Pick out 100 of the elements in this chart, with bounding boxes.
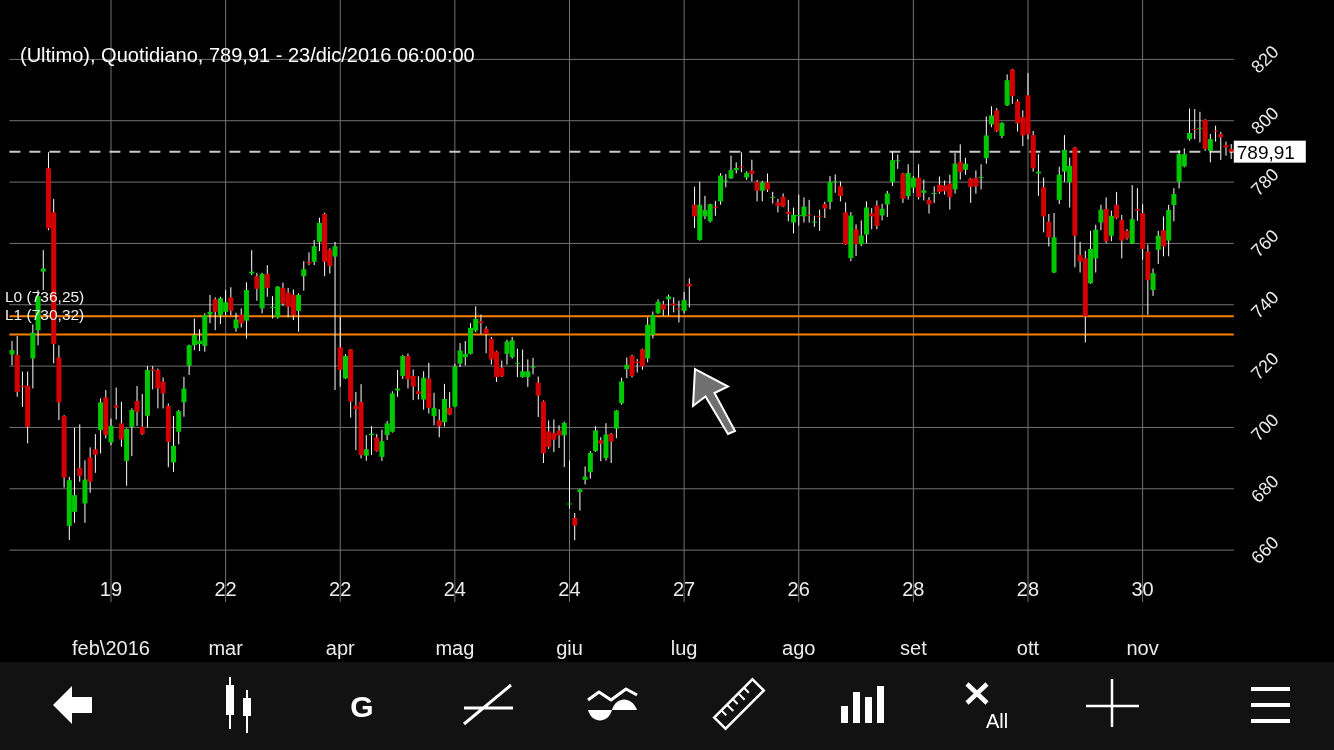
y-tick-label: 680 xyxy=(1247,471,1283,507)
candlestick xyxy=(296,292,302,333)
candlestick xyxy=(254,272,260,302)
y-tick-label: 760 xyxy=(1247,225,1283,262)
y-tick-label: 660 xyxy=(1247,532,1283,568)
candlestick xyxy=(1150,268,1156,297)
candlestick xyxy=(567,460,572,510)
candlestick xyxy=(806,199,812,224)
candlestick xyxy=(92,433,98,474)
category-label: 19 feb\2016 xyxy=(72,578,150,659)
candlestick xyxy=(421,370,427,411)
y-tick-label: 740 xyxy=(1247,287,1283,323)
category-label: 28 set xyxy=(900,578,927,659)
candlestick xyxy=(817,209,823,232)
candlestick xyxy=(233,312,239,333)
candlestick xyxy=(478,314,484,335)
candlestick xyxy=(1192,108,1198,140)
y-tick-label: 720 xyxy=(1247,348,1283,384)
candlestick xyxy=(1114,191,1120,220)
candlestick xyxy=(395,369,401,398)
category-label: 22 mar xyxy=(208,578,243,659)
candlestick xyxy=(1108,210,1114,242)
candlestick xyxy=(759,180,765,202)
candlestick xyxy=(483,326,489,354)
y-tick-label: 820 xyxy=(1247,41,1283,78)
ref-line-label: 789,91 xyxy=(1236,141,1295,163)
category-label: 28 ott xyxy=(1016,578,1040,659)
candlestick xyxy=(968,177,974,204)
candlestick xyxy=(791,207,797,234)
candlestick xyxy=(118,401,124,448)
category-label: 27 lug xyxy=(670,578,698,659)
candlestick xyxy=(613,409,619,439)
candlestick xyxy=(619,377,625,406)
candlestick xyxy=(853,223,859,257)
candlestick xyxy=(82,459,88,524)
candlestick xyxy=(832,173,838,194)
candlestick xyxy=(785,199,791,222)
candlestick xyxy=(916,163,922,201)
candlestick xyxy=(535,376,541,418)
candlestick xyxy=(415,375,421,401)
candlestick xyxy=(1207,133,1213,163)
candlestick xyxy=(624,357,630,379)
candlestick xyxy=(603,422,609,462)
candlestick xyxy=(108,418,114,446)
text: (Ultimo), Quotidiano, 789,91 - 23/dic/2016 06:00:00 xyxy=(20,44,475,66)
candlestick xyxy=(332,241,338,391)
candlestick xyxy=(931,185,937,204)
candlestick xyxy=(994,107,1000,133)
candlestick xyxy=(400,354,406,380)
candlestick xyxy=(608,432,614,464)
candlestick xyxy=(692,186,698,229)
candlestick xyxy=(176,409,182,445)
candlestick xyxy=(379,429,385,462)
candlestick xyxy=(681,291,687,314)
candlestick xyxy=(754,179,760,202)
candlestick xyxy=(989,105,995,128)
candlestick xyxy=(186,344,192,376)
candlestick xyxy=(316,217,322,252)
candlestick xyxy=(1046,213,1052,247)
text: All xyxy=(986,710,1009,732)
candlestick xyxy=(770,191,776,205)
category-label: 22 apr xyxy=(325,578,355,659)
candlestick xyxy=(9,340,15,366)
candlestick xyxy=(738,151,744,173)
candlestick xyxy=(983,115,989,165)
candlestick xyxy=(1160,215,1166,257)
category-label: 24 giu xyxy=(556,578,583,659)
candlestick xyxy=(957,143,963,181)
candlestick xyxy=(40,249,46,291)
candlestick xyxy=(1098,204,1104,231)
candlestick xyxy=(1171,187,1177,222)
candlestick xyxy=(1197,111,1203,143)
candlestick xyxy=(858,219,864,247)
category-label: 30 nov xyxy=(1126,578,1159,659)
candlestick xyxy=(431,392,437,426)
candlestick xyxy=(311,239,317,266)
candlestick xyxy=(530,357,536,375)
candlestick xyxy=(134,385,140,427)
y-tick-label: 780 xyxy=(1247,164,1283,200)
candlestick xyxy=(1119,214,1125,259)
candlestick xyxy=(890,150,896,187)
candlestick xyxy=(363,434,369,462)
candlestick xyxy=(1155,230,1161,265)
candlestick xyxy=(1015,98,1021,132)
candlestick xyxy=(171,415,177,473)
candlestick xyxy=(869,207,875,230)
candlestick xyxy=(587,450,593,480)
candlestick xyxy=(436,408,442,438)
candlestick xyxy=(212,296,218,331)
candlestick xyxy=(1134,187,1140,222)
text: G xyxy=(350,690,374,723)
candlestick xyxy=(150,365,156,390)
candlestick xyxy=(764,172,770,193)
candlestick xyxy=(139,393,145,436)
candlestick xyxy=(514,348,520,378)
candlestick xyxy=(181,376,187,418)
candlestick xyxy=(728,155,734,180)
category-label: 24 mag xyxy=(435,578,475,659)
y-tick-label: 700 xyxy=(1247,409,1283,446)
candlestick xyxy=(1213,125,1219,143)
